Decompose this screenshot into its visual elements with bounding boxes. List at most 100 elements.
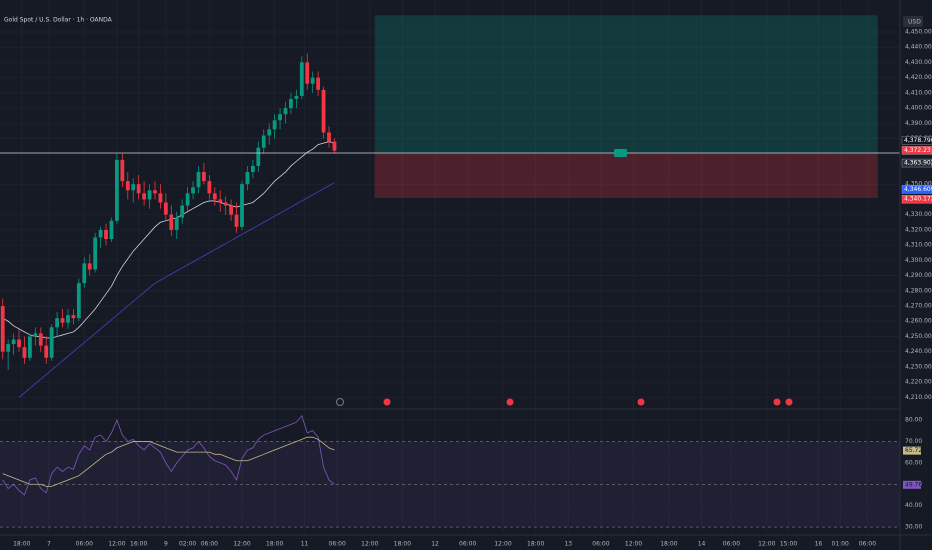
rsi-line [2, 436, 335, 487]
rsi-tag-label: 49.76 [905, 481, 922, 488]
candle-body [250, 165, 255, 173]
candle-body [60, 318, 65, 323]
candle-body [180, 205, 185, 218]
event-icon[interactable] [773, 398, 781, 406]
position-badge [614, 149, 627, 157]
x-tick-label: 12:00 [233, 541, 250, 548]
candle-body [207, 181, 212, 194]
y-tick-label: 4,390.000 [905, 120, 932, 127]
candle-body [327, 132, 331, 142]
x-tick-label: 06:00 [592, 541, 609, 548]
price-tag [901, 136, 932, 145]
x-tick-label: 12:00 [494, 541, 511, 548]
candle-body [76, 283, 81, 319]
candle-body [153, 190, 157, 194]
price-tag [901, 146, 932, 155]
x-tick-label: 18:00 [13, 541, 30, 548]
candle-body [316, 77, 321, 90]
y-tick-label: 4,210.000 [905, 394, 932, 401]
candle-body [202, 172, 206, 182]
candle-body [163, 202, 168, 215]
y-tick-label: 30.00 [905, 524, 922, 531]
candle-body [104, 229, 108, 240]
candle-body [185, 193, 190, 206]
price-tag [901, 195, 932, 204]
y-tick-label: 4,230.000 [905, 363, 932, 370]
price-tag [901, 158, 932, 168]
candle-body [55, 318, 60, 328]
candle-body [131, 184, 136, 191]
candle-body [115, 159, 119, 221]
candle-body [174, 217, 179, 230]
event-icon[interactable] [336, 398, 344, 406]
rsi-tag-label: 65.72 [905, 447, 922, 454]
candle-body [267, 129, 272, 136]
candle-body [0, 306, 5, 352]
candle-body [256, 147, 261, 166]
candle-body [158, 193, 163, 203]
y-tick-label: 70.00 [905, 438, 922, 445]
candle-body [261, 135, 266, 148]
candle-body [28, 336, 32, 358]
rsi-tag [903, 480, 921, 489]
y-tick-label: 4,250.000 [905, 333, 932, 340]
x-tick-label: 16:00 [130, 541, 147, 548]
y-tick-label: 4,270.000 [905, 303, 932, 310]
target-zone [374, 15, 878, 154]
candle-body [212, 193, 217, 200]
candle-body [169, 214, 174, 230]
y-tick-label: 4,420.000 [905, 74, 932, 81]
y-tick-label: 4,290.000 [905, 272, 932, 279]
x-tick-label: 15:00 [780, 541, 797, 548]
x-tick-label: 12:00 [108, 541, 125, 548]
y-tick-label: 4,310.000 [905, 242, 932, 249]
candle-body [66, 315, 70, 323]
y-tick-label: 4,350.000 [905, 181, 932, 188]
rsi-line [2, 414, 335, 496]
chart-title: Gold Spot / U.S. Dollar · 1h · OANDA [4, 17, 113, 24]
event-icon[interactable] [506, 398, 514, 406]
candle-body [310, 77, 315, 84]
candle-body [33, 333, 38, 337]
x-tick-label: 06:00 [859, 541, 876, 548]
candle-body [305, 62, 310, 84]
candle-body [294, 95, 299, 99]
candle-body [93, 237, 98, 270]
event-icons [336, 398, 793, 406]
price-tag-label: 4,378.796 [904, 137, 932, 144]
y-tick-label: 4,240.000 [905, 348, 932, 355]
x-tick-label: 02:00 [179, 541, 196, 548]
x-tick-label: 12:00 [361, 541, 378, 548]
event-icon[interactable] [383, 398, 391, 406]
candle-body [120, 159, 125, 182]
x-tick-label: 16 [815, 541, 823, 548]
event-icon[interactable] [637, 398, 645, 406]
x-tick-label: 18:00 [266, 541, 283, 548]
x-tick-label: 12:00 [758, 541, 775, 548]
price-tag-label: 4,372.23 [904, 147, 931, 154]
currency-box [903, 16, 923, 27]
y-tick-label: 4,400.000 [905, 105, 932, 112]
y-tick-label: 4,300.000 [905, 257, 932, 264]
candle-body [283, 108, 288, 115]
x-tick-label: 13 [564, 541, 572, 548]
price-tag [901, 185, 932, 194]
candle-body [11, 339, 16, 345]
y-tick-label: 4,450.000 [905, 28, 932, 35]
candle-body [218, 199, 223, 203]
x-tick-label: 18:00 [394, 541, 411, 548]
y-tick-label: 4,280.000 [905, 287, 932, 294]
candle-body [229, 205, 234, 215]
candle-body [289, 98, 293, 109]
candle-body [223, 202, 228, 206]
x-tick-label: 18:00 [527, 541, 544, 548]
candle-body [49, 327, 54, 358]
event-icon[interactable] [785, 398, 793, 406]
candle-body [136, 184, 141, 194]
candle-body [22, 347, 27, 358]
x-tick-label: 06:00 [201, 541, 218, 548]
price-tag-label: 4,340.172 [904, 196, 932, 203]
x-tick-label: 11 [301, 541, 309, 548]
x-tick-label: 12 [431, 541, 439, 548]
x-tick-label: 06:00 [76, 541, 93, 548]
